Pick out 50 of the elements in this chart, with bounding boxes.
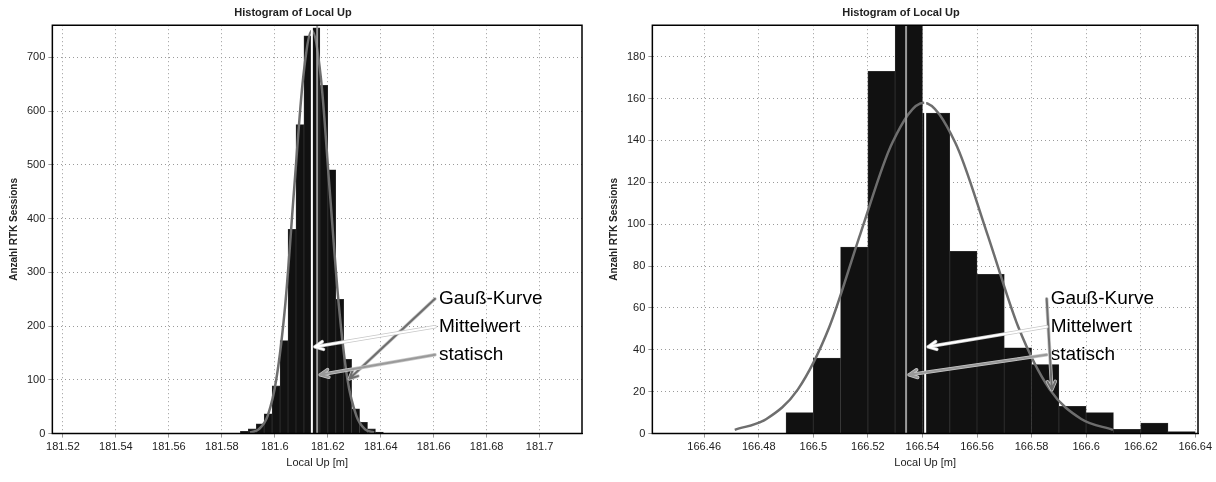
y-tick-label: 120 xyxy=(626,175,646,188)
y-tick-label: 60 xyxy=(633,300,646,313)
y-tick-label: 20 xyxy=(633,384,646,397)
y-tick-label: 180 xyxy=(626,49,646,62)
ref-line-label: statisch xyxy=(1050,343,1116,365)
x-axis-title: Local Up [m] xyxy=(286,456,349,469)
y-tick-label: 600 xyxy=(26,104,46,117)
y-tick-label: 500 xyxy=(26,157,46,170)
x-axis-title: Local Up [m] xyxy=(894,456,957,469)
x-tick-label: 181.62 xyxy=(310,440,345,453)
series-label: Gauß-Kurve xyxy=(1050,287,1155,309)
chart-title: Histogram of Local Up xyxy=(842,5,960,18)
y-tick-label: 160 xyxy=(626,91,646,104)
x-tick-label: 166.62 xyxy=(1123,440,1158,453)
x-tick-label: 181.54 xyxy=(99,440,133,453)
x-tick-label: 166.56 xyxy=(960,440,994,453)
x-tick-label: 166.48 xyxy=(741,440,776,453)
x-tick-label: 166.58 xyxy=(1014,440,1049,453)
y-axis-title: Anzahl RTK Sessions xyxy=(607,177,619,281)
ref-line-label: Mittelwert xyxy=(439,315,521,337)
y-tick-label: 100 xyxy=(26,372,46,385)
y-tick-label: 700 xyxy=(26,50,46,63)
ref-line-label: Mittelwert xyxy=(1050,315,1133,337)
y-tick-label: 200 xyxy=(26,319,46,332)
y-tick-label: 0 xyxy=(639,426,646,439)
y-tick-label: 400 xyxy=(26,211,46,224)
x-tick-label: 181.68 xyxy=(469,440,504,453)
x-tick-label: 166.64 xyxy=(1178,440,1213,453)
x-tick-label: 181.56 xyxy=(152,440,186,453)
x-tick-label: 181.66 xyxy=(416,440,451,453)
x-tick-label: 181.58 xyxy=(205,440,239,453)
y-tick-label: 300 xyxy=(26,265,46,278)
x-tick-label: 166.46 xyxy=(687,440,722,453)
x-tick-label: 166.6 xyxy=(1072,440,1100,453)
x-tick-label: 181.52 xyxy=(46,440,80,453)
y-tick-label: 100 xyxy=(626,217,646,230)
y-axis-title: Anzahl RTK Sessions xyxy=(7,177,19,281)
x-tick-label: 181.7 xyxy=(525,440,554,453)
y-tick-label: 80 xyxy=(633,259,646,272)
y-tick-label: 0 xyxy=(39,426,46,439)
x-tick-label: 181.6 xyxy=(261,440,289,453)
x-tick-label: 166.52 xyxy=(851,440,885,453)
ref-line-label: statisch xyxy=(439,343,504,365)
y-tick-label: 140 xyxy=(626,133,646,146)
x-tick-label: 181.64 xyxy=(363,440,398,453)
text: Gauß-Kurve xyxy=(439,287,543,309)
x-tick-label: 166.5 xyxy=(799,440,828,453)
y-tick-label: 40 xyxy=(633,342,646,355)
chart-title: Histogram of Local Up xyxy=(234,5,352,18)
x-tick-label: 166.54 xyxy=(905,440,940,453)
